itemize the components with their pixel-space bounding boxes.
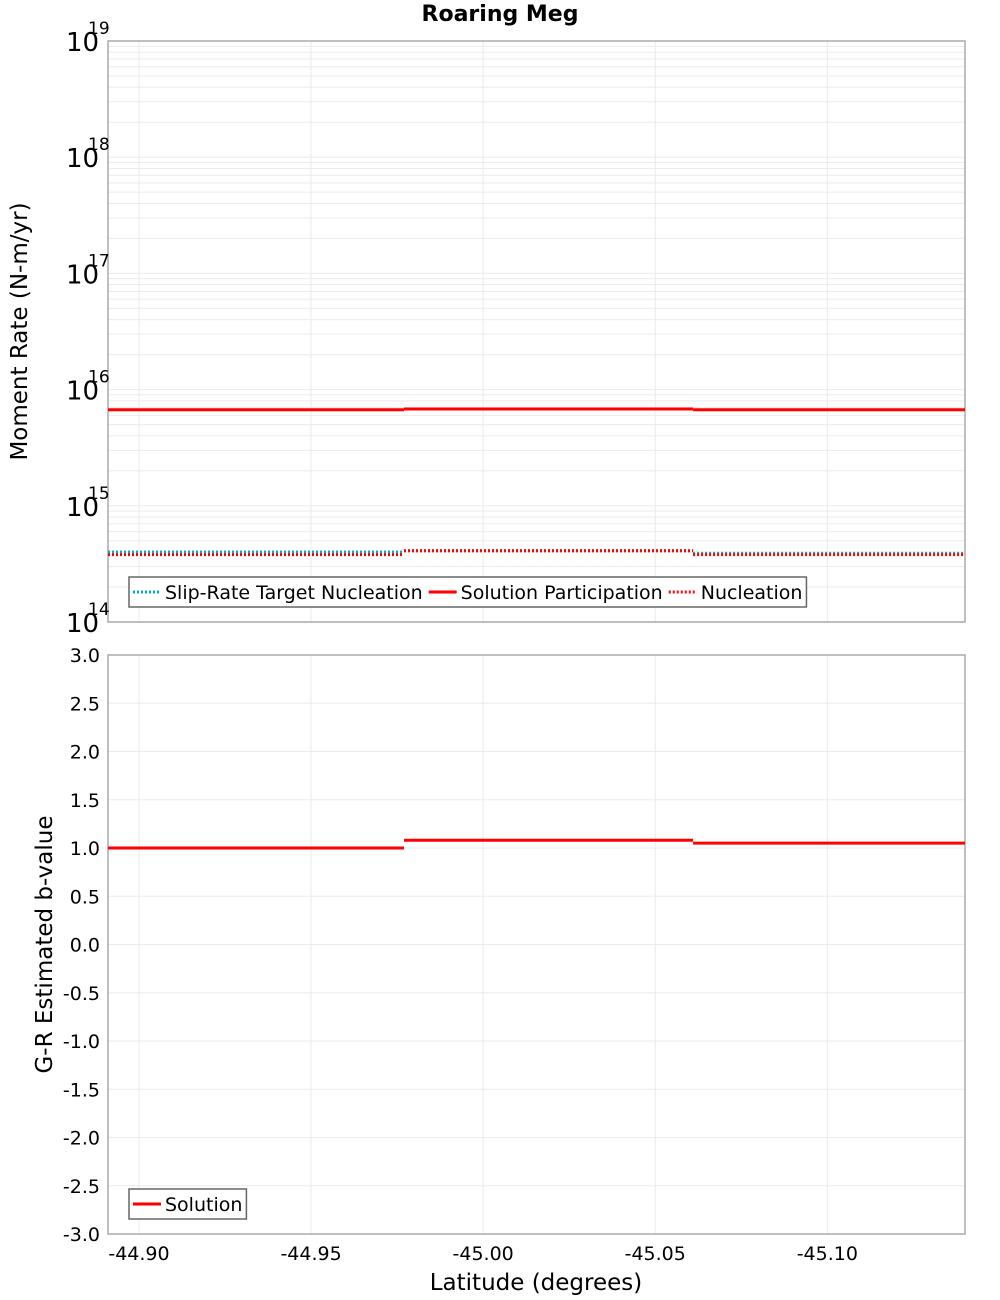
y-tick-exponent: 17 xyxy=(88,251,110,271)
legend: Slip-Rate Target Nucleation Solution Part… xyxy=(128,576,808,608)
y-tick-label: -2.5 xyxy=(63,1176,100,1198)
series-solution xyxy=(108,838,965,850)
y-tick-label: 0.0 xyxy=(70,935,100,957)
legend-label: Slip-Rate Target Nucleation xyxy=(165,582,423,604)
y-tick-label: 10 xyxy=(66,377,99,407)
y-tick-label: -2.0 xyxy=(63,1128,100,1150)
y-tick-label: 3.0 xyxy=(70,645,100,667)
y-tick-label: -0.5 xyxy=(63,983,100,1005)
b-value-chart: 3.0 2.5 2.0 1.5 1.0 0.5 0.0 -0.5 -1.0 -1.5 -2.0 -2.… xyxy=(32,645,966,1296)
x-tick-label: -45.05 xyxy=(625,1243,686,1265)
y-tick-label: 0.5 xyxy=(70,886,100,908)
y-tick-label: 10 xyxy=(66,609,99,639)
x-tick-label: -45.00 xyxy=(453,1243,514,1265)
legend-label: Solution Participation xyxy=(461,582,663,604)
series-nucleation xyxy=(108,549,965,557)
plot-frame xyxy=(107,40,966,623)
legend: Solution xyxy=(128,1188,248,1220)
y-tick-label: 1.0 xyxy=(70,838,100,860)
series-solution-participation xyxy=(108,407,965,412)
plot-frame xyxy=(107,654,966,1235)
y-tick-label: 1.5 xyxy=(70,790,100,812)
x-axis-label: Latitude (degrees) xyxy=(430,1270,643,1296)
y-axis-label: G-R Estimated b-value xyxy=(32,815,58,1073)
y-tick-label: -3.0 xyxy=(63,1224,100,1246)
chart-title: Roaring Meg xyxy=(421,2,579,27)
y-axis-label: Moment Rate (N-m/yr) xyxy=(7,202,33,460)
y-tick-exponent: 14 xyxy=(88,600,110,620)
x-tick-label: -44.95 xyxy=(280,1243,341,1265)
legend-label: Nucleation xyxy=(701,582,803,604)
x-tick-label: -44.90 xyxy=(108,1243,169,1265)
legend-label: Solution xyxy=(165,1194,242,1216)
y-tick-label: 10 xyxy=(66,28,99,58)
y-tick-label: 2.5 xyxy=(70,693,100,715)
y-tick-label: 10 xyxy=(66,144,99,174)
x-tick-label: -45.10 xyxy=(797,1243,858,1265)
y-tick-exponent: 16 xyxy=(88,368,110,388)
y-tick-exponent: 15 xyxy=(88,484,110,504)
y-tick-exponent: 18 xyxy=(88,135,110,155)
y-tick-label: 10 xyxy=(66,493,99,523)
y-tick-exponent: 19 xyxy=(88,19,110,39)
y-tick-label: 2.0 xyxy=(70,742,100,764)
y-tick-label: 10 xyxy=(66,260,99,290)
y-tick-label: -1.5 xyxy=(63,1079,100,1101)
y-tick-label: -1.0 xyxy=(63,1031,100,1053)
